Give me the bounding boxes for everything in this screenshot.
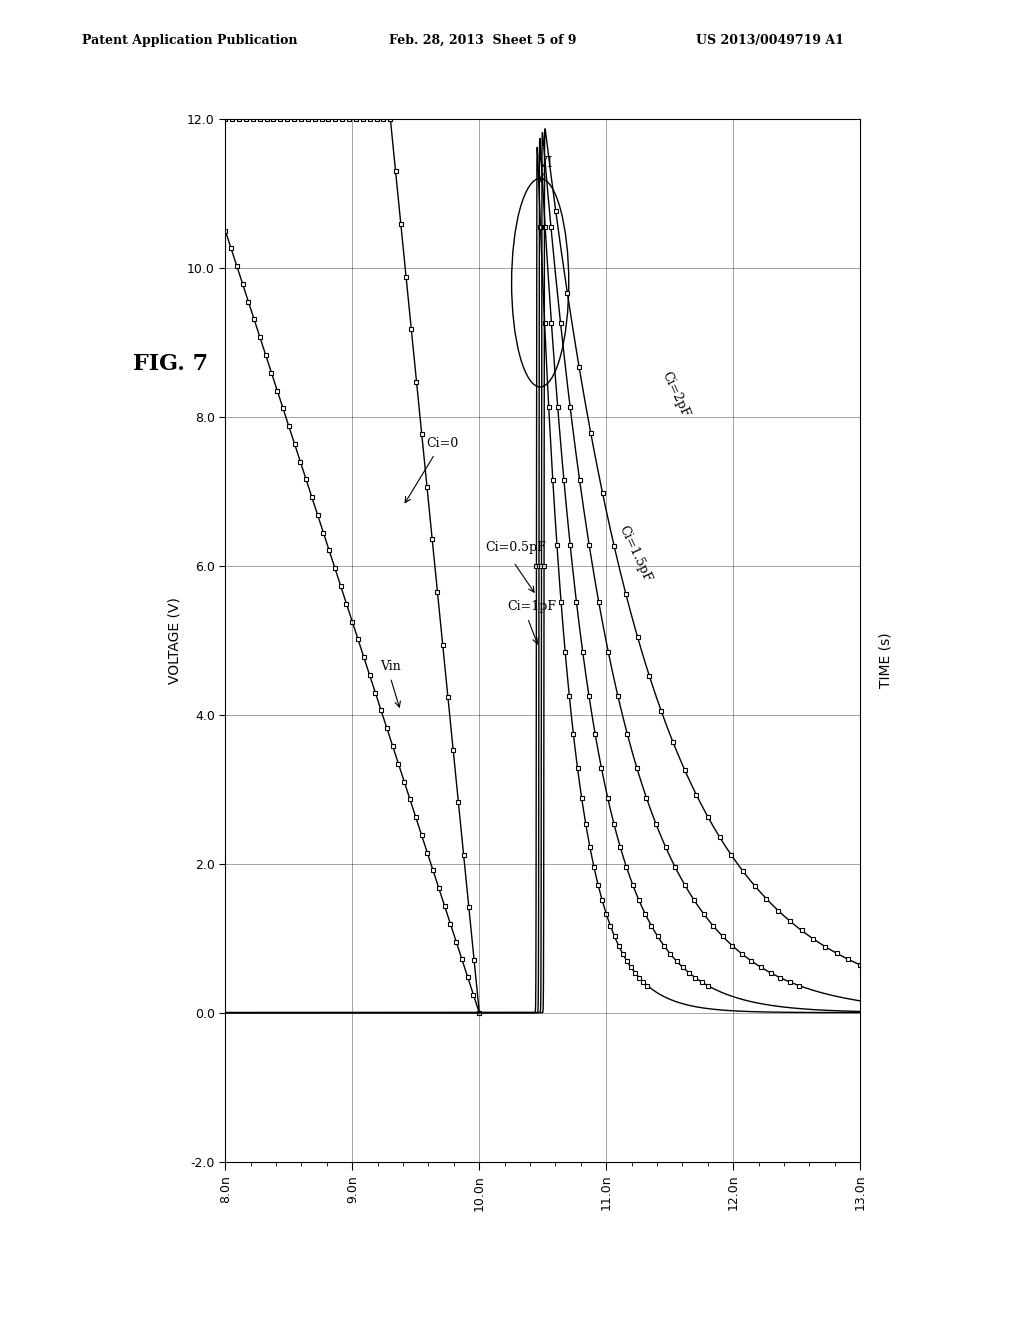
Text: VI: VI	[538, 157, 553, 170]
Text: US 2013/0049719 A1: US 2013/0049719 A1	[696, 33, 844, 46]
Text: Ci=1.5pF: Ci=1.5pF	[616, 523, 653, 583]
Y-axis label: VOLTAGE (V): VOLTAGE (V)	[168, 597, 181, 684]
Text: FIG. 7: FIG. 7	[133, 352, 208, 375]
Text: Ci=1pF: Ci=1pF	[507, 601, 556, 614]
Text: Patent Application Publication: Patent Application Publication	[82, 33, 297, 46]
Text: Vin: Vin	[380, 660, 401, 673]
Text: Ci=0.5pF: Ci=0.5pF	[485, 541, 547, 554]
Text: Feb. 28, 2013  Sheet 5 of 9: Feb. 28, 2013 Sheet 5 of 9	[389, 33, 577, 46]
Text: Ci=2pF: Ci=2pF	[659, 370, 692, 420]
Text: TIME (s): TIME (s)	[879, 632, 893, 688]
Text: Ci=0: Ci=0	[426, 437, 458, 450]
